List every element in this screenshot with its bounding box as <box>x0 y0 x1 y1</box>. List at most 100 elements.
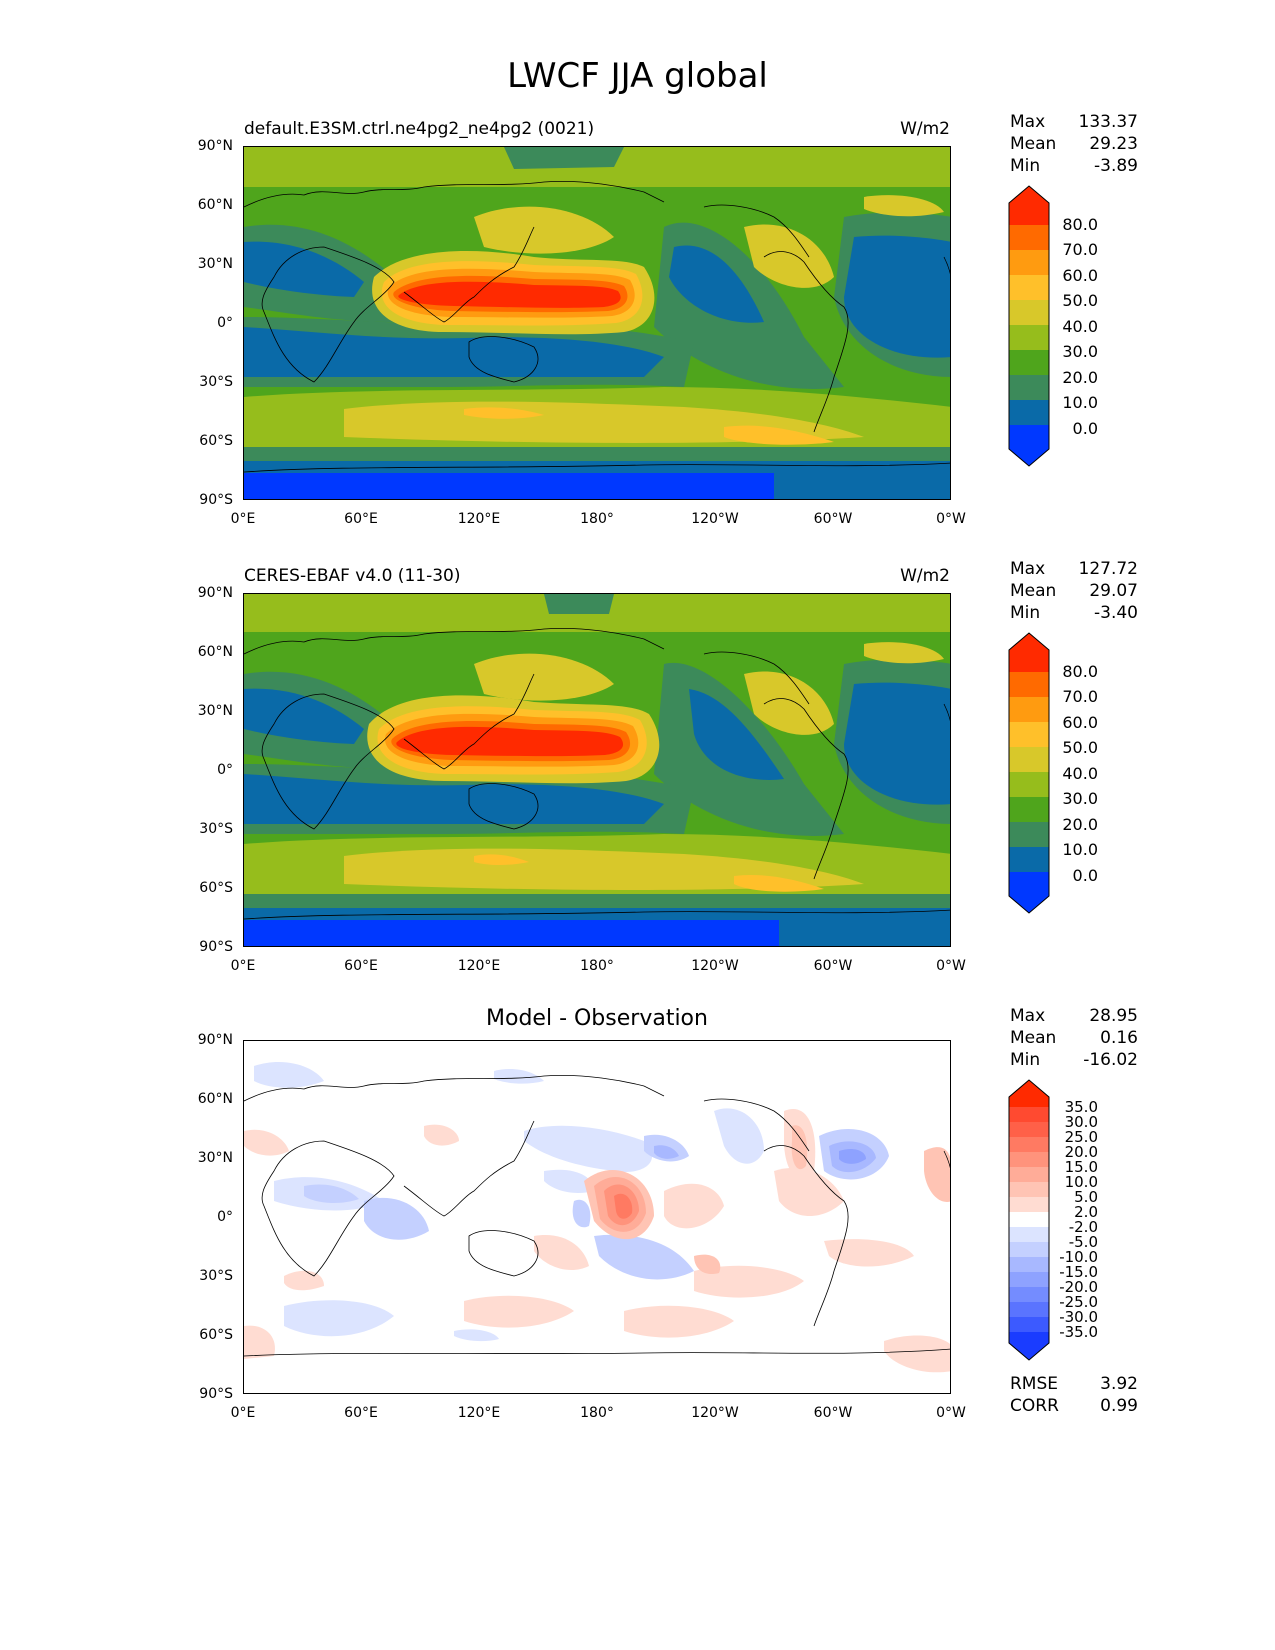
panel3-cbar-label: -15.0 <box>1059 1263 1098 1281</box>
panel2-xtick: 0°E <box>230 958 256 974</box>
panel2-mean: 29.07 <box>1089 581 1138 601</box>
panel3-cbar-label: -30.0 <box>1059 1308 1098 1326</box>
diff-neg <box>544 1169 594 1193</box>
panel1-xtick: 180° <box>580 511 614 527</box>
panel1-ytick: 60°N <box>197 197 233 213</box>
diff-neg <box>494 1069 544 1084</box>
panel2-ytick: 60°S <box>199 880 233 896</box>
panel1-cbar-label: 0.0 <box>1072 419 1098 438</box>
panel1-ytick: 90°N <box>197 138 233 154</box>
field-band <box>774 473 950 499</box>
field-band <box>244 447 950 461</box>
panel1-min: -3.89 <box>1094 156 1138 176</box>
cbar-swatch <box>1009 633 1049 672</box>
panel2-cbar-label: 40.0 <box>1062 764 1098 783</box>
panel3-cbar-label: -5.0 <box>1068 1233 1098 1251</box>
panel1-cbar-label: 80.0 <box>1062 215 1098 234</box>
panel2-cbar-label: 80.0 <box>1062 662 1098 681</box>
field-band <box>244 920 779 946</box>
diff-neg <box>284 1300 394 1337</box>
diff-neg <box>254 1061 324 1088</box>
cbar-swatch <box>1009 1242 1049 1257</box>
panel1-title: default.E3SM.ctrl.ne4pg2_ne4pg2 (0021) <box>244 119 595 139</box>
diff-pos <box>244 1129 289 1156</box>
cbar-swatch <box>1009 1227 1049 1242</box>
panel3-mean: 0.16 <box>1100 1028 1138 1048</box>
diff-neg <box>594 1234 694 1280</box>
panel1-xtick: 120°W <box>691 511 739 527</box>
panel1-ytick: 30°S <box>199 374 233 390</box>
panel2-colorbar <box>1008 632 1050 914</box>
panel2-xtick: 60°W <box>813 958 853 974</box>
cbar-swatch <box>1009 1332 1049 1360</box>
figure-title: LWCF JJA global <box>507 56 768 96</box>
panel2-xtick: 120°W <box>691 958 739 974</box>
panel2-units: W/m2 <box>900 566 950 586</box>
field-patch <box>844 235 950 358</box>
panel3-cbar-label: 20.0 <box>1064 1143 1098 1161</box>
cbar-swatch <box>1009 772 1049 797</box>
cbar-swatch <box>1009 375 1049 400</box>
diff-pos <box>791 1125 808 1170</box>
cbar-swatch <box>1009 1317 1049 1332</box>
cbar-swatch <box>1009 1122 1049 1137</box>
panel1-ytick: 0° <box>217 315 233 331</box>
panel1-cbar-label: 50.0 <box>1062 291 1098 310</box>
cbar-swatch <box>1009 1212 1049 1227</box>
panel3-corr: 0.99 <box>1100 1396 1138 1416</box>
panel1-mean: 29.23 <box>1089 134 1138 154</box>
panel3-xtick: 60°W <box>813 1405 853 1421</box>
cbar-swatch <box>1009 722 1049 747</box>
panel2-cbar-label: 0.0 <box>1072 866 1098 885</box>
diff-pos <box>464 1295 574 1328</box>
panel3-ytick: 0° <box>217 1209 233 1225</box>
panel1-xtick: 0°E <box>230 511 256 527</box>
panel1-cbar-label: 10.0 <box>1062 393 1098 412</box>
cbar-swatch <box>1009 275 1049 300</box>
panel1-cbar-label: 70.0 <box>1062 240 1098 259</box>
panel3-xtick: 120°W <box>691 1405 739 1421</box>
field-patch <box>244 774 664 824</box>
diff-neg <box>839 1148 866 1164</box>
panel2-xtick: 120°E <box>457 958 501 974</box>
panel1-cbar-label: 60.0 <box>1062 266 1098 285</box>
cbar-swatch <box>1009 1137 1049 1152</box>
panel3-cbar-label: 35.0 <box>1064 1098 1098 1116</box>
panel1-map-svg <box>244 147 950 499</box>
cbar-swatch <box>1009 1197 1049 1212</box>
panel3-cbar-label: 5.0 <box>1074 1188 1098 1206</box>
field-patch <box>474 206 614 254</box>
field-patch <box>544 594 614 614</box>
field-patch <box>669 245 764 323</box>
cbar-swatch <box>1009 186 1049 225</box>
panel3-cbar-label: 10.0 <box>1064 1173 1098 1191</box>
diff-pos <box>824 1239 914 1267</box>
cbar-swatch <box>1009 1287 1049 1302</box>
panel3-ytick: 90°N <box>197 1032 233 1048</box>
diff-pos <box>534 1235 589 1271</box>
panel1-units: W/m2 <box>900 119 950 139</box>
panel1-cbar-label: 20.0 <box>1062 368 1098 387</box>
panel3-cbar-label: 30.0 <box>1064 1113 1098 1131</box>
field-patch <box>724 425 834 445</box>
panel1-stats: Max 133.37 Mean 29.23 Min -3.89 <box>1010 112 1138 176</box>
panel2-stats: Max 127.72 Mean 29.07 Min -3.40 <box>1010 559 1138 623</box>
diff-neg <box>304 1184 359 1203</box>
panel3-cbar-label: 25.0 <box>1064 1128 1098 1146</box>
field-patch <box>464 407 544 419</box>
panel3-cbar-label: -20.0 <box>1059 1278 1098 1296</box>
panel2-ytick: 90°N <box>197 585 233 601</box>
cbar-swatch <box>1009 697 1049 722</box>
panel2-cbar-label: 50.0 <box>1062 738 1098 757</box>
panel3-map-svg <box>244 1041 950 1393</box>
panel3-ytick: 30°N <box>197 1150 233 1166</box>
field-patch <box>744 671 834 735</box>
panel3-xtick: 0°W <box>936 1405 966 1421</box>
panel3-cbar-label: -25.0 <box>1059 1293 1098 1311</box>
panel1-xtick: 120°E <box>457 511 501 527</box>
panel3-cbar-label: 2.0 <box>1074 1203 1098 1221</box>
field-band <box>244 894 950 908</box>
panel1-ytick: 60°S <box>199 433 233 449</box>
panel2-ytick: 0° <box>217 762 233 778</box>
diff-pos <box>244 1325 275 1359</box>
